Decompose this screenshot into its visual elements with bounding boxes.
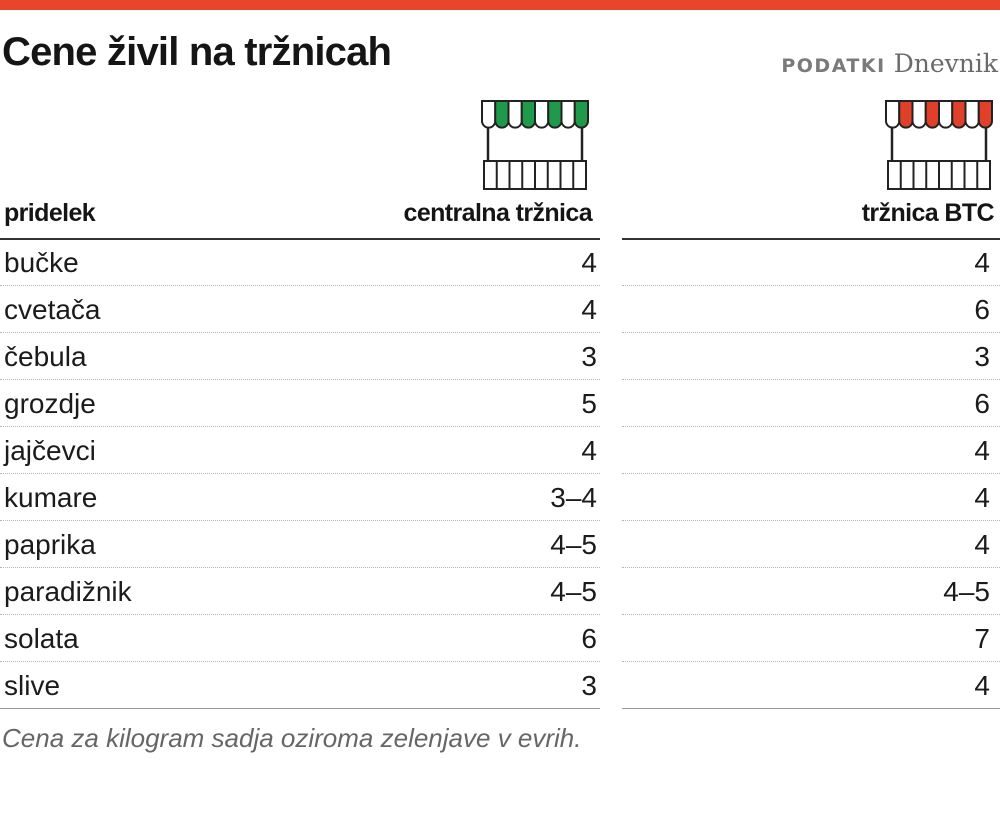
table-row: paprika 4–5 4: [0, 523, 1000, 570]
column-header-product: pridelek: [4, 199, 96, 227]
product-name: solata: [4, 623, 79, 654]
row-divider: [0, 567, 600, 568]
btc-price: 4: [974, 670, 990, 701]
product-name: slive: [4, 670, 61, 701]
row-divider: [0, 426, 600, 427]
row-divider: [622, 520, 1000, 521]
product-name: paprika: [4, 529, 96, 560]
btc-price: 6: [974, 294, 990, 325]
row-divider: [622, 567, 1000, 568]
btc-price: 4: [974, 482, 990, 513]
column-header-btc: tržnica BTC: [861, 199, 995, 227]
accent-top-bar: [0, 0, 1000, 10]
row-divider: [0, 614, 600, 615]
btc-price: 4: [974, 435, 990, 466]
source-label: PODATKI: [781, 55, 886, 77]
table-row: bučke 4 4: [0, 241, 1000, 288]
table-row: jajčevci 4 4: [0, 429, 1000, 476]
btc-price: 6: [974, 388, 990, 419]
row-divider: [622, 332, 1000, 333]
central-price: 3: [581, 670, 597, 701]
row-divider: [0, 285, 600, 286]
header-rule-left: [0, 238, 600, 240]
table-row: paradižnik 4–5 4–5: [0, 570, 1000, 617]
row-divider: [0, 379, 600, 380]
table-row: cvetača 4 6: [0, 288, 1000, 335]
row-divider: [0, 473, 600, 474]
central-price: 3–4: [550, 482, 597, 513]
row-divider: [622, 379, 1000, 380]
market-stall-red-icon: [884, 99, 994, 191]
source-credit: PODATKI Dnevnik: [781, 49, 998, 78]
product-name: bučke: [4, 247, 79, 278]
product-name: kumare: [4, 482, 98, 513]
table-row: slive 3 4: [0, 664, 1000, 711]
product-name: jajčevci: [4, 435, 96, 466]
btc-price: 7: [974, 623, 990, 654]
row-divider: [622, 426, 1000, 427]
row-divider: [622, 661, 1000, 662]
central-price: 3: [581, 341, 597, 372]
row-divider: [0, 520, 600, 521]
product-name: paradižnik: [4, 576, 132, 607]
table-row: solata 6 7: [0, 617, 1000, 664]
btc-price: 4: [974, 529, 990, 560]
column-header-central: centralna tržnica: [403, 199, 593, 227]
product-name: čebula: [4, 341, 87, 372]
row-divider: [622, 473, 1000, 474]
source-brand: Dnevnik: [893, 49, 998, 78]
table-row: kumare 3–4 4: [0, 476, 1000, 523]
central-price: 4–5: [550, 576, 597, 607]
table-row: čebula 3 3: [0, 335, 1000, 382]
btc-price: 3: [974, 341, 990, 372]
row-divider: [0, 661, 600, 662]
central-price: 4: [581, 247, 597, 278]
row-divider: [622, 285, 1000, 286]
row-divider: [0, 332, 600, 333]
product-name: grozdje: [4, 388, 96, 419]
central-price: 4–5: [550, 529, 597, 560]
central-price: 4: [581, 435, 597, 466]
footnote: Cena za kilogram sadja oziroma zelenjave…: [2, 723, 582, 753]
bottom-rule-right: [622, 708, 1000, 709]
central-price: 4: [581, 294, 597, 325]
btc-price: 4: [974, 247, 990, 278]
central-price: 5: [581, 388, 597, 419]
product-name: cvetača: [4, 294, 101, 325]
market-stall-green-icon: [480, 99, 590, 191]
btc-price: 4–5: [943, 576, 990, 607]
row-divider: [622, 614, 1000, 615]
table-row: grozdje 5 6: [0, 382, 1000, 429]
header-rule-right: [622, 238, 1000, 240]
chart-title: Cene živil na tržnicah: [2, 30, 392, 74]
bottom-rule-left: [0, 708, 600, 709]
central-price: 6: [581, 623, 597, 654]
